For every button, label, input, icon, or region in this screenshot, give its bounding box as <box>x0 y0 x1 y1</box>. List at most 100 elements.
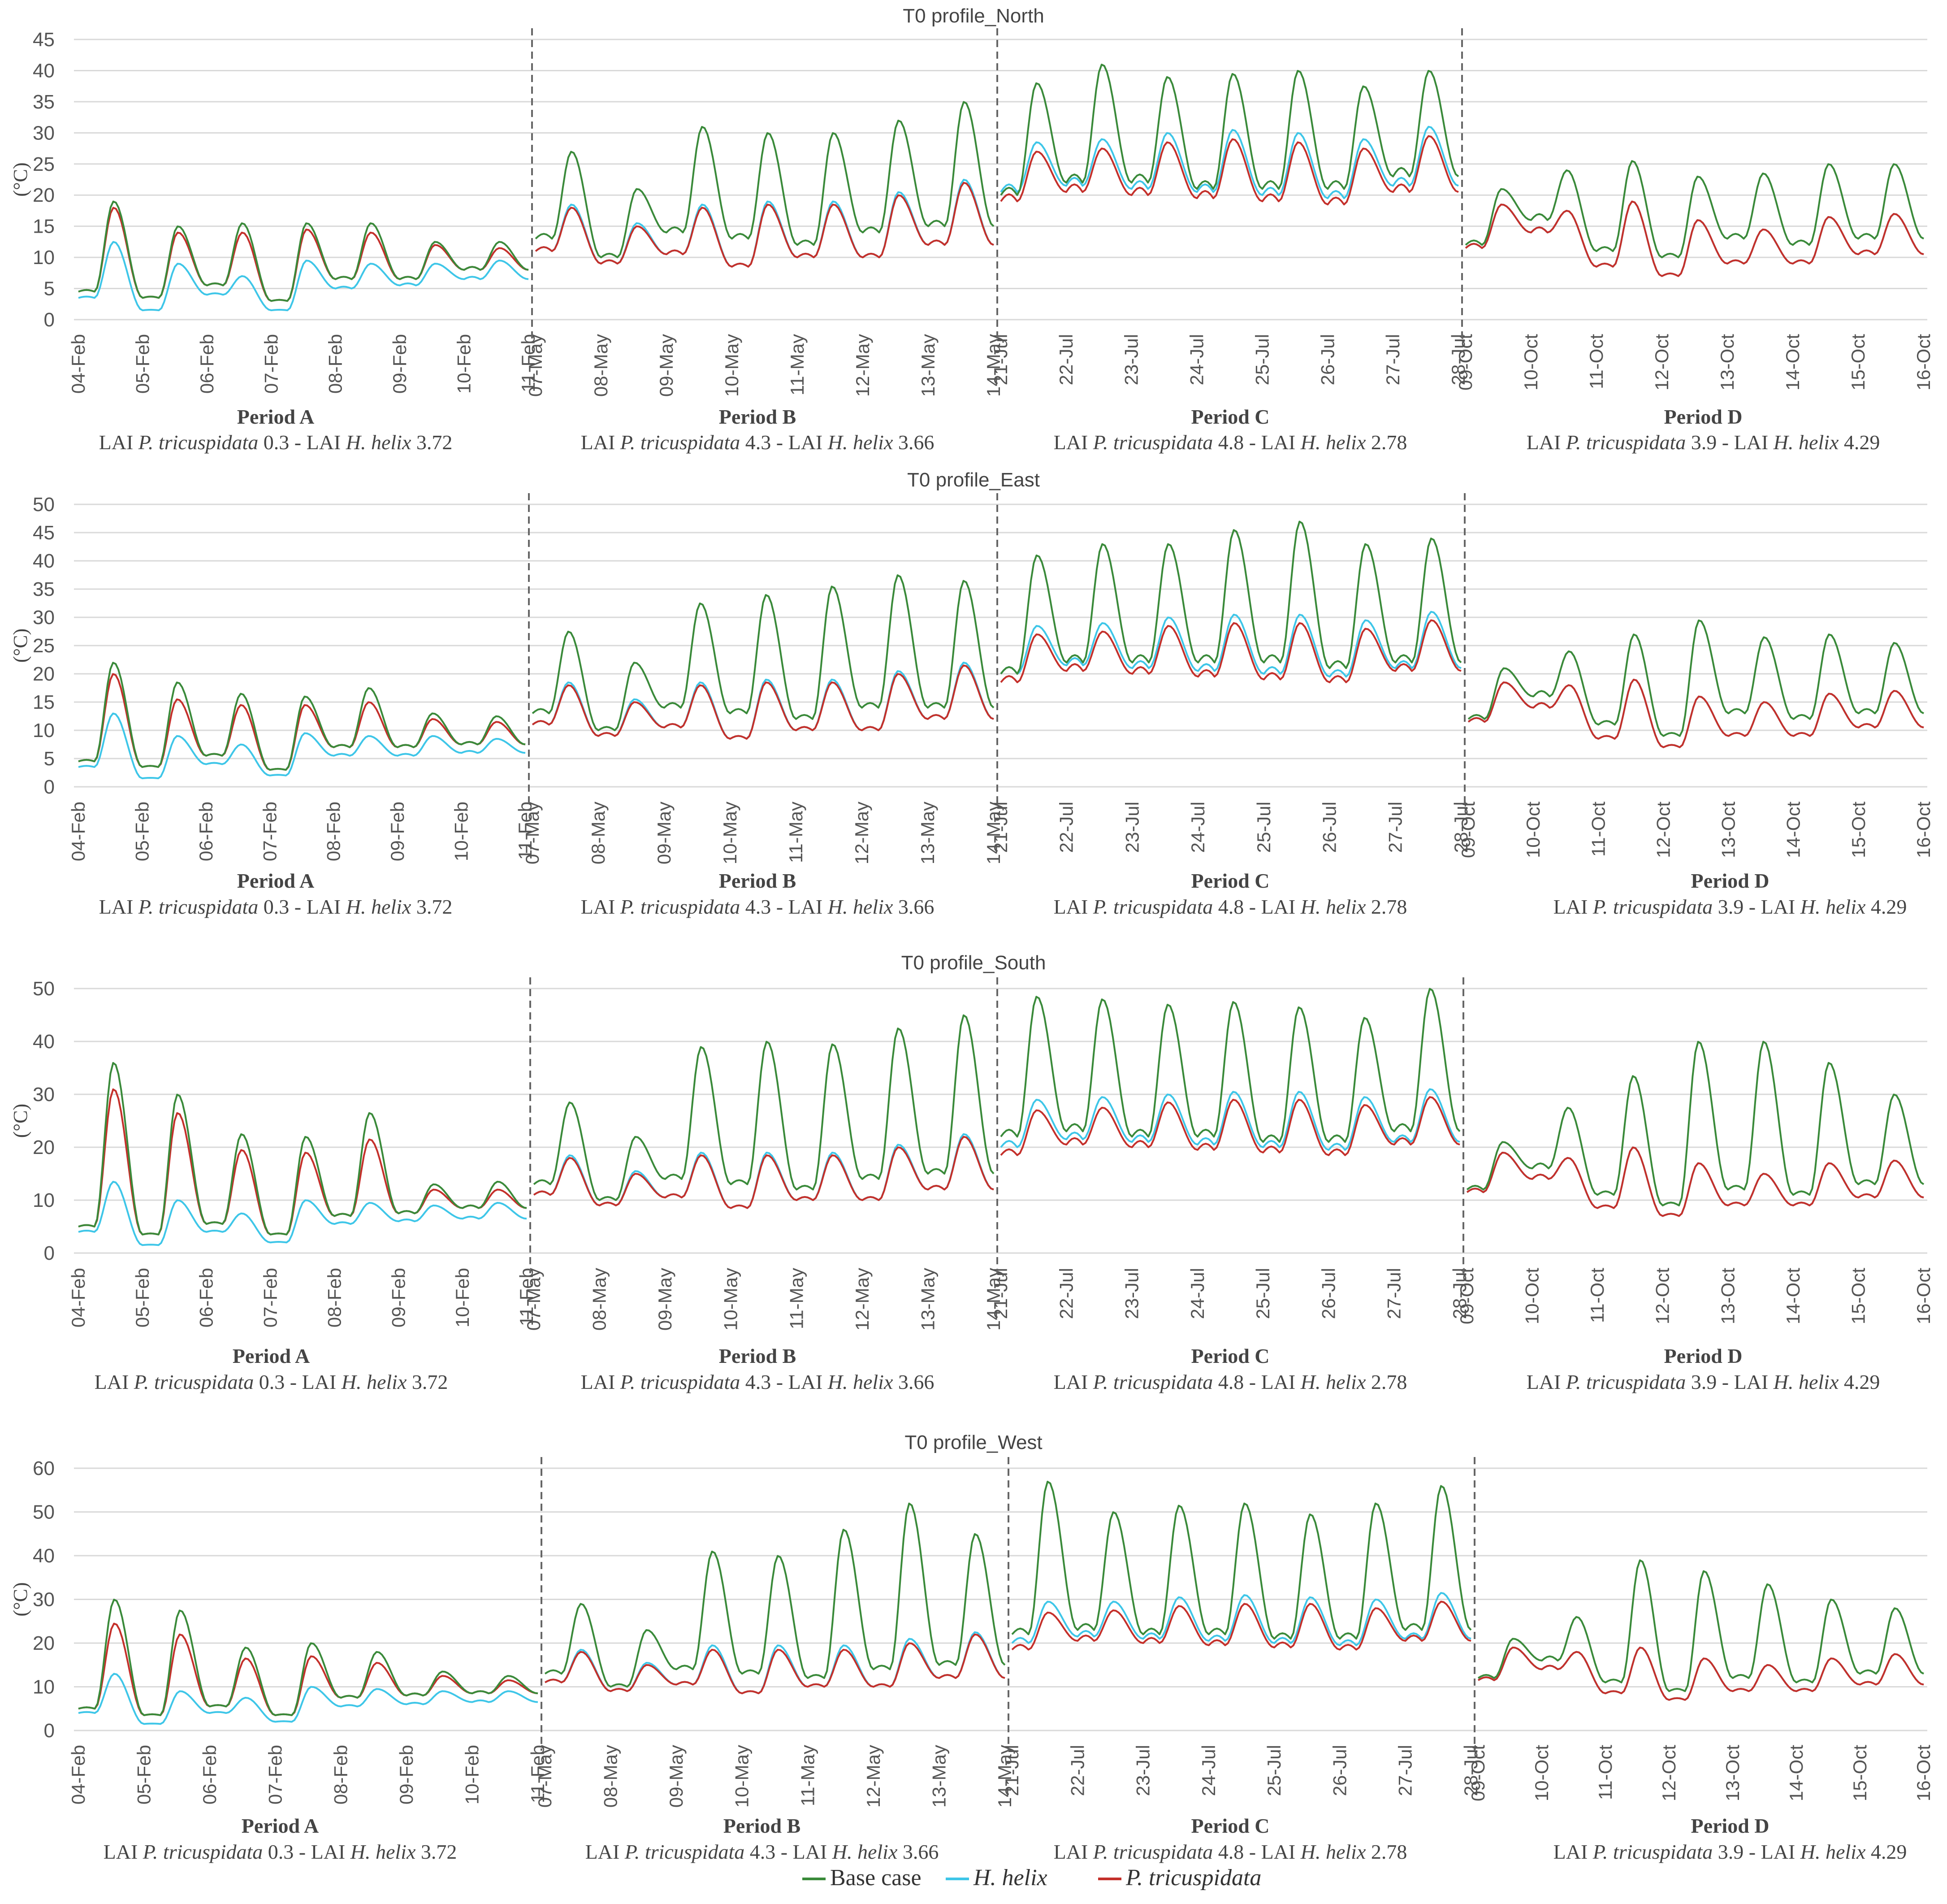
series-line-hhelix <box>1465 200 1924 277</box>
x-tick-label: 11-Oct <box>1587 1268 1608 1323</box>
species-name: H. helix <box>1800 1840 1866 1863</box>
series-line-ptri <box>1478 1646 1924 1701</box>
species-name: P. tricuspidata <box>1093 895 1213 918</box>
series-line-ptri <box>78 207 529 302</box>
series-line-hhelix <box>78 1673 538 1725</box>
lai-text-part: 4.8 <box>1213 1371 1244 1393</box>
lai-text-part: 2.78 <box>1366 1371 1407 1393</box>
lai-text-part: 4.29 <box>1865 1840 1907 1863</box>
x-tick-label: 07-May <box>534 1745 555 1808</box>
series-line-base <box>533 1014 995 1201</box>
series-line-hhelix <box>1011 1592 1471 1646</box>
x-tick-label: 09-Feb <box>387 802 408 861</box>
lai-text-part: 3.66 <box>893 895 934 918</box>
lai-text-part: 4.29 <box>1839 1371 1880 1393</box>
lai-text-part: - LAI <box>1717 431 1773 454</box>
lai-caption: LAI P. tricuspidata 0.3 - LAI H. helix 3… <box>95 1371 448 1393</box>
species-name: H. helix <box>1300 895 1366 918</box>
x-tick-label: 28-Jul <box>1449 1268 1470 1319</box>
x-tick-label: 04-Feb <box>68 334 89 394</box>
lai-text-part: 4.8 <box>1213 431 1244 454</box>
species-name: P. tricuspidata <box>1566 1371 1686 1393</box>
x-tick-label: 28-Jul <box>1448 334 1469 385</box>
series-line-base <box>532 574 995 731</box>
series-line-base <box>1011 1480 1472 1640</box>
lai-text-part: 4.3 <box>740 431 771 454</box>
series-line-base <box>535 101 995 259</box>
legend-label-hhelix: H. helix <box>973 1865 1047 1891</box>
series-line-ptri <box>1011 1600 1471 1651</box>
x-tick-label: 16-Oct <box>1913 1268 1934 1324</box>
x-tick-label: 07-May <box>525 334 546 397</box>
lai-text-part: - LAI <box>1244 431 1300 454</box>
lai-text-part: 2.78 <box>1366 895 1407 918</box>
x-tick-label: 09-Oct <box>1458 802 1479 858</box>
x-tick-label: 27-Jul <box>1385 802 1406 853</box>
x-tick-label: 11-Feb <box>515 802 536 860</box>
x-tick-label: 09-Feb <box>388 1268 409 1327</box>
x-tick-label: 09-May <box>666 1745 687 1808</box>
lai-text-part: 4.8 <box>1213 895 1244 918</box>
x-tick-label: 27-Jul <box>1395 1745 1416 1796</box>
legend-label-ptri: P. tricuspidata <box>1125 1865 1261 1891</box>
y-tick-label: 20 <box>33 663 55 685</box>
lai-text-part: - LAI <box>1744 1840 1800 1863</box>
species-name: H. helix <box>827 431 893 454</box>
series-line-hhelix <box>1000 611 1462 678</box>
x-tick-label: 05-Feb <box>131 802 152 861</box>
x-tick-label: 08-May <box>590 334 611 397</box>
lai-caption: LAI P. tricuspidata 3.9 - LAI H. helix 4… <box>1527 431 1880 454</box>
x-tick-label: 13-Oct <box>1722 1745 1743 1801</box>
lai-text-part: 3.72 <box>411 895 452 918</box>
x-tick-label: 07-Feb <box>264 1745 286 1804</box>
period-name: Period C <box>1191 1814 1269 1837</box>
x-tick-label: 10-Feb <box>454 334 475 394</box>
x-tick-label: 24-Jul <box>1187 1268 1208 1319</box>
x-tick-label: 10-May <box>731 1745 753 1808</box>
species-name: P. tricuspidata <box>1592 895 1713 918</box>
y-axis-label: (°C) <box>9 1582 31 1616</box>
species-name: P. tricuspidata <box>620 895 740 918</box>
y-tick-label: 40 <box>33 550 55 572</box>
lai-text-part: LAI <box>1054 1371 1093 1393</box>
lai-text-part: 3.72 <box>407 1371 448 1393</box>
series-line-ptri <box>1466 1146 1924 1217</box>
period-name: Period B <box>723 1814 800 1837</box>
period-name: Period D <box>1664 405 1742 428</box>
lai-text-part: - LAI <box>771 1371 827 1393</box>
x-tick-label: 08-May <box>589 1268 610 1331</box>
period-name: Period C <box>1191 405 1269 428</box>
lai-text-part: 3.66 <box>893 1371 934 1393</box>
x-tick-label: 12-May <box>852 334 873 397</box>
x-tick-label: 11-Feb <box>516 1268 537 1326</box>
series-line-hhelix <box>545 1631 1005 1695</box>
lai-text-part: - LAI <box>294 1840 350 1863</box>
x-tick-label: 08-Feb <box>325 334 346 394</box>
y-tick-label: 50 <box>33 494 55 516</box>
y-tick-label: 30 <box>33 122 55 144</box>
x-tick-label: 26-Jul <box>1318 1268 1339 1319</box>
species-name: H. helix <box>1800 895 1866 918</box>
lai-text-part: LAI <box>1054 895 1093 918</box>
y-tick-label: 25 <box>33 153 55 175</box>
x-tick-label: 05-Feb <box>132 334 153 394</box>
x-tick-label: 14-May <box>983 1268 1004 1331</box>
x-tick-label: 22-Jul <box>1056 1268 1077 1319</box>
lai-text-part: - LAI <box>285 1371 341 1393</box>
series-line-ptri <box>1000 619 1462 683</box>
x-tick-label: 09-Oct <box>1456 1268 1477 1324</box>
x-tick-label: 09-Feb <box>389 334 410 394</box>
series-line-hhelix <box>78 1180 527 1246</box>
lai-text-part: - LAI <box>1244 895 1300 918</box>
series-line-base <box>1000 64 1459 196</box>
x-tick-label: 07-Feb <box>260 334 281 394</box>
x-tick-label: 08-Feb <box>330 1745 351 1804</box>
x-tick-label: 16-Oct <box>1913 802 1934 858</box>
lai-text-part: - LAI <box>1244 1371 1300 1393</box>
x-tick-label: 14-May <box>994 1745 1015 1808</box>
species-name: P. tricuspidata <box>620 431 740 454</box>
lai-text-part: LAI <box>95 1371 134 1393</box>
x-tick-label: 07-Feb <box>259 802 280 861</box>
x-tick-label: 09-May <box>653 802 675 864</box>
